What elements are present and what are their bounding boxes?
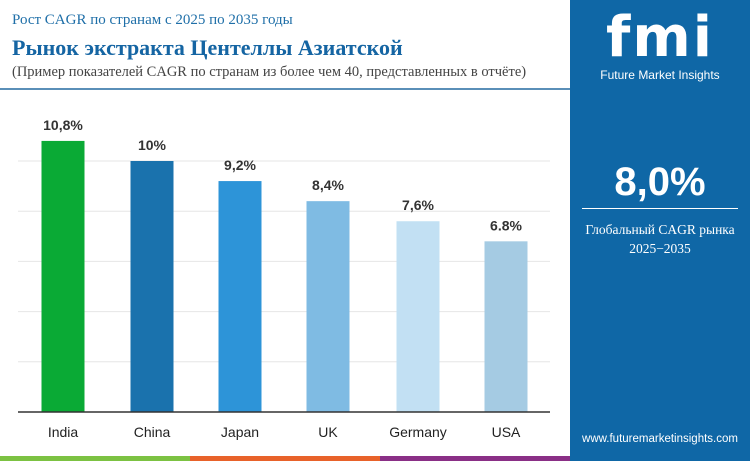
period-text: 2025−2035 [629, 241, 691, 256]
global-cagr-label: Глобальный CAGR рынка 2025−2035 [570, 220, 750, 258]
website-link[interactable]: www.futuremarketinsights.com [582, 433, 738, 445]
category-label: Japan [221, 424, 259, 440]
category-label: India [48, 424, 79, 440]
chart-subtitle: Рост CAGR по странам с 2025 по 2035 годы [12, 12, 293, 28]
bar-china [130, 161, 174, 412]
global-label-text: Глобальный CAGR рынка [585, 222, 735, 237]
category-label: USA [492, 424, 521, 440]
data-label: 7,6% [402, 197, 434, 213]
footer-strip-green [0, 456, 190, 461]
data-label: 9,2% [224, 157, 256, 173]
bar-japan [218, 181, 262, 412]
global-cagr-value: 8,0% [614, 160, 706, 204]
bar-germany [396, 221, 440, 412]
bar-usa [484, 241, 528, 412]
bar-uk [306, 201, 350, 412]
bar-chart: 10,8% India 10% China 9,2% Japan 8,4% UK 7,6% Ger… [18, 117, 550, 440]
chart-title: Рынок экстракта Центеллы Азиатской [12, 35, 403, 60]
data-label: 10,8% [43, 117, 83, 133]
data-label: 8,4% [312, 177, 344, 193]
fmi-logo: fmi [606, 5, 714, 70]
brand-name: Future Market Insights [600, 68, 720, 82]
bar-india [41, 140, 85, 413]
data-label: 10% [138, 137, 167, 153]
category-label: China [134, 424, 171, 440]
divider [582, 208, 738, 209]
footer-strip-purple [380, 456, 570, 461]
category-label: UK [318, 424, 338, 440]
data-label: 6.8% [490, 217, 522, 233]
header-divider [0, 88, 570, 90]
sidebar: fmi Future Market Insights 8,0% Глобальн… [570, 0, 750, 461]
category-label: Germany [389, 424, 447, 440]
footer-strip-orange [190, 456, 380, 461]
chart-note: (Пример показателей CAGR по странам из б… [12, 64, 527, 80]
